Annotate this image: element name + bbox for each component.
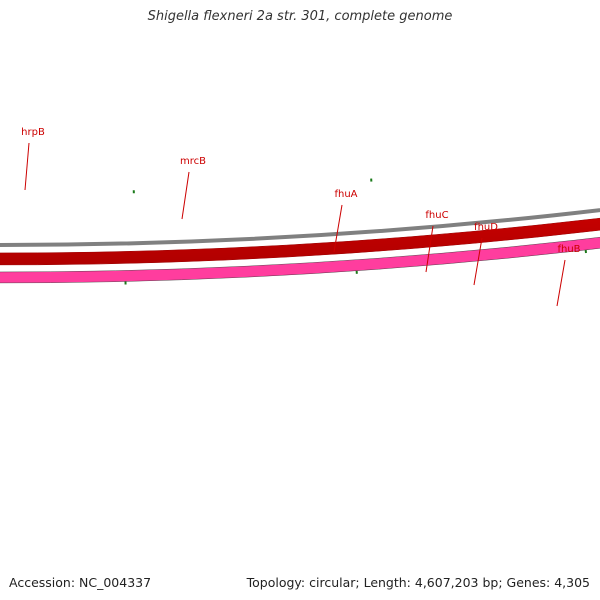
gene-label-hrpB: hrpB	[21, 127, 45, 138]
gene-label-fhuD: fhuD	[474, 222, 498, 233]
backbone	[0, 208, 600, 247]
genome-summary: Topology: circular; Length: 4,607,203 bp…	[246, 575, 590, 590]
gene-label-fhuA: fhuA	[334, 189, 357, 200]
gene-leader-line	[473, 237, 483, 286]
gene-label-fhuB: fhuB	[557, 244, 580, 255]
map-title: Shigella flexneri 2a str. 301, complete …	[147, 9, 453, 24]
cds-arrow	[0, 217, 600, 266]
gene-leader-line	[24, 142, 30, 191]
gene-leader-line	[556, 259, 566, 307]
gene-bar-hrpB	[0, 236, 600, 284]
gene-leader-line	[333, 204, 343, 253]
gene-label-fhuC: fhuC	[425, 210, 448, 221]
gene-label-mrcB: mrcB	[180, 156, 206, 167]
gene-leader-line	[425, 225, 434, 273]
accession-label: Accession: NC_004337	[9, 575, 152, 590]
gene-leader-line	[181, 171, 190, 220]
